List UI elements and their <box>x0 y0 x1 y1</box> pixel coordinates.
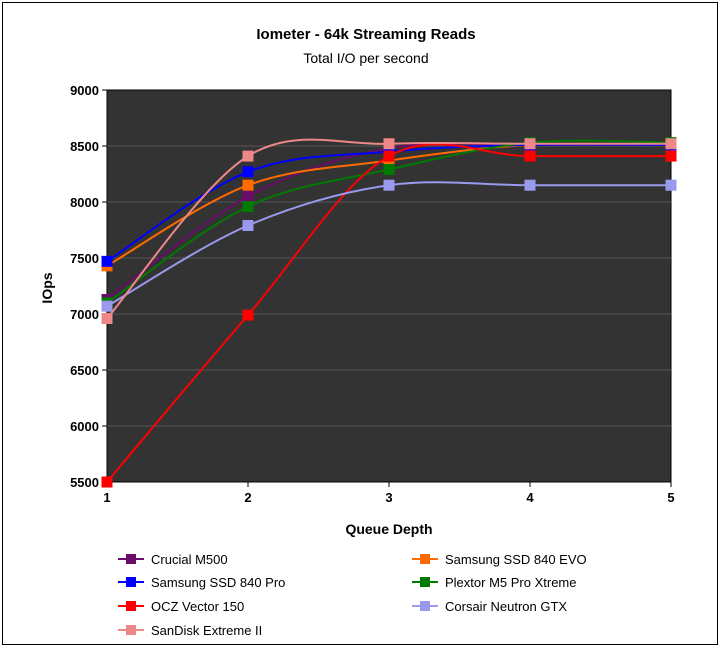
x-axis-ticks: 1 2 3 4 5 <box>103 482 675 505</box>
data-point-plextor-m5-pro-xtreme-x2 <box>242 200 254 212</box>
data-point-sandisk-extreme-ii-x5 <box>665 138 677 150</box>
legend-item-corsair-neutron-gtx: Corsair Neutron GTX <box>412 599 567 614</box>
data-point-corsair-neutron-gtx-x3 <box>383 179 395 191</box>
data-point-sandisk-extreme-ii-x3 <box>383 138 395 150</box>
legend-item-crucial-m500: Crucial M500 <box>118 552 228 567</box>
y-tick-label-5500: 5500 <box>70 475 99 490</box>
x-tick-label-1: 1 <box>103 490 110 505</box>
series-markers <box>101 137 677 488</box>
data-point-plextor-m5-pro-xtreme-x3 <box>383 164 395 176</box>
data-point-sandisk-extreme-ii-x2 <box>242 150 254 162</box>
y-tick-label-7500: 7500 <box>70 251 99 266</box>
data-point-samsung-ssd-840-pro-x2 <box>242 166 254 178</box>
y-tick-label-9000: 9000 <box>70 83 99 98</box>
legend-item-samsung-ssd-840-evo: Samsung SSD 840 EVO <box>412 552 587 567</box>
data-point-corsair-neutron-gtx-x4 <box>524 179 536 191</box>
y-axis-label: IOps <box>39 272 55 303</box>
legend: Crucial M500 Samsung SSD 840 EVO Samsung S… <box>118 552 587 638</box>
data-point-corsair-neutron-gtx-x1 <box>101 300 113 312</box>
legend-label-samsung-ssd-840-evo: Samsung SSD 840 EVO <box>445 552 587 567</box>
data-point-corsair-neutron-gtx-x2 <box>242 220 254 232</box>
data-point-sandisk-extreme-ii-x4 <box>524 138 536 150</box>
data-point-samsung-ssd-840-pro-x1 <box>101 255 113 267</box>
legend-item-plextor-m5-pro-xtreme: Plextor M5 Pro Xtreme <box>412 575 577 590</box>
series-line-sandisk-extreme-ii <box>106 138 671 320</box>
legend-item-sandisk-extreme-ii: SanDisk Extreme II <box>118 623 262 638</box>
legend-label-plextor-m5-pro-xtreme: Plextor M5 Pro Xtreme <box>445 575 577 590</box>
data-point-ocz-vector-150-x5 <box>665 150 677 162</box>
legend-item-samsung-ssd-840-pro: Samsung SSD 840 Pro <box>118 575 285 590</box>
legend-marker-samsung-ssd-840-evo <box>420 554 430 564</box>
y-tick-label-7000: 7000 <box>70 307 99 322</box>
legend-label-ocz-vector-150: OCZ Vector 150 <box>151 599 244 614</box>
legend-label-crucial-m500: Crucial M500 <box>151 552 228 567</box>
legend-marker-samsung-ssd-840-pro <box>126 577 136 587</box>
data-point-sandisk-extreme-ii-x1 <box>101 312 113 324</box>
x-axis-label: Queue Depth <box>345 521 432 537</box>
data-point-samsung-ssd-840-evo-x2 <box>242 179 254 191</box>
data-point-corsair-neutron-gtx-x5 <box>665 179 677 191</box>
legend-label-sandisk-extreme-ii: SanDisk Extreme II <box>151 623 262 638</box>
data-point-ocz-vector-150-x1 <box>101 476 113 488</box>
x-tick-label-2: 2 <box>244 490 251 505</box>
legend-marker-crucial-m500 <box>126 554 136 564</box>
legend-item-ocz-vector-150: OCZ Vector 150 <box>118 599 244 614</box>
legend-label-samsung-ssd-840-pro: Samsung SSD 840 Pro <box>151 575 285 590</box>
legend-marker-plextor-m5-pro-xtreme <box>420 577 430 587</box>
y-tick-label-6500: 6500 <box>70 363 99 378</box>
legend-marker-sandisk-extreme-ii <box>126 625 136 635</box>
data-point-crucial-m500-x2 <box>242 190 254 202</box>
series-line-ocz-vector-150 <box>106 143 671 483</box>
data-point-ocz-vector-150-x4 <box>524 150 536 162</box>
data-point-ocz-vector-150-x2 <box>242 309 254 321</box>
x-tick-label-3: 3 <box>385 490 392 505</box>
x-tick-label-5: 5 <box>667 490 674 505</box>
chart-title: Iometer - 64k Streaming Reads <box>256 26 475 43</box>
y-tick-label-8000: 8000 <box>70 195 99 210</box>
x-tick-label-4: 4 <box>526 490 534 505</box>
y-axis-ticks: 5500 6000 6500 7000 7500 8000 8500 9000 <box>70 83 107 490</box>
legend-label-corsair-neutron-gtx: Corsair Neutron GTX <box>445 599 567 614</box>
data-point-ocz-vector-150-x3 <box>383 150 395 162</box>
y-tick-label-8500: 8500 <box>70 139 99 154</box>
y-tick-label-6000: 6000 <box>70 419 99 434</box>
chart-subtitle: Total I/O per second <box>303 50 428 66</box>
legend-marker-corsair-neutron-gtx <box>420 601 430 611</box>
legend-marker-ocz-vector-150 <box>126 601 136 611</box>
